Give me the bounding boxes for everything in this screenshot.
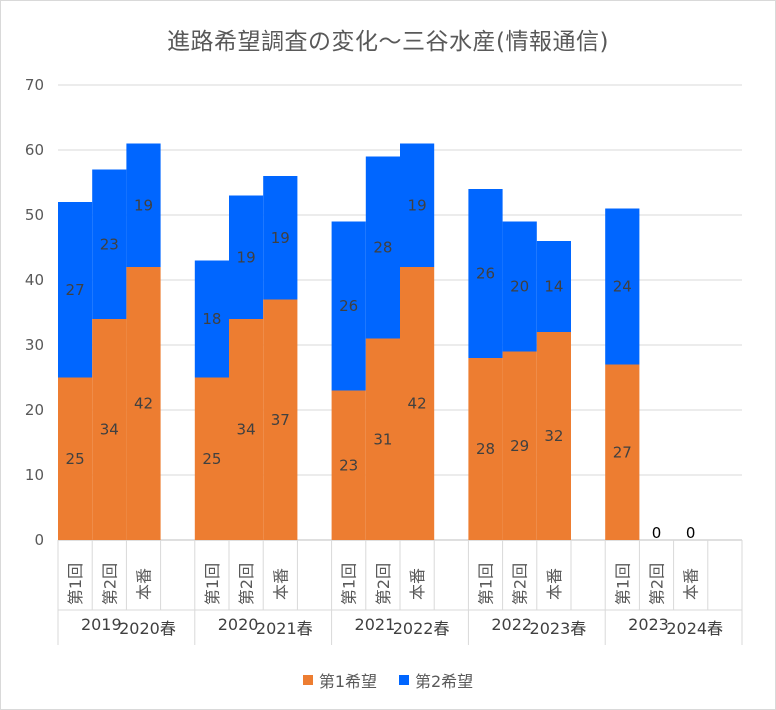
x-category-label: 第1回	[613, 563, 632, 605]
x-category-label: 本番	[271, 568, 290, 600]
x-category-label: 第1回	[66, 563, 85, 605]
legend-swatch-blue	[399, 675, 409, 685]
legend: 第1希望 第2希望	[0, 668, 776, 692]
data-label-second-choice: 26	[476, 265, 495, 283]
bar-first-choice	[400, 267, 435, 540]
x-category-label: 第1回	[340, 563, 359, 605]
legend-swatch-orange	[302, 675, 313, 685]
bar-second-choice	[263, 176, 298, 300]
x-category-label: 第2回	[374, 563, 393, 605]
bar-second-choice	[468, 189, 503, 358]
data-label-first-choice: 25	[66, 450, 85, 468]
group-label-spring: 2021春	[256, 619, 313, 638]
x-category-label: 本番	[408, 568, 427, 600]
bar-first-choice	[605, 364, 640, 540]
data-label-first-choice: 34	[100, 421, 119, 439]
group-label-spring: 2020春	[119, 619, 176, 638]
data-label-second-choice: 19	[237, 248, 256, 266]
bar-second-choice	[400, 143, 435, 267]
data-label-zero: 0	[686, 524, 696, 542]
y-tick-label: 60	[25, 141, 44, 159]
bar-second-choice	[331, 221, 366, 391]
data-label-first-choice: 34	[237, 421, 256, 439]
group-label-spring: 2023春	[530, 619, 587, 638]
data-label-second-choice: 14	[544, 278, 563, 296]
y-tick-label: 0	[34, 531, 44, 549]
chart-title: 進路希望調査の変化～三谷水産(情報通信)	[167, 29, 609, 55]
x-category-label: 第1回	[477, 563, 496, 605]
data-label-first-choice: 25	[202, 450, 221, 468]
data-label-first-choice: 23	[339, 456, 358, 474]
group-label-spring: 2024春	[666, 619, 723, 638]
data-label-first-choice: 29	[510, 437, 529, 455]
legend-label-series-2: 第2希望	[415, 672, 474, 691]
bar-second-choice	[365, 156, 400, 339]
data-label-second-choice: 24	[613, 278, 632, 296]
x-category-label: 第1回	[203, 563, 222, 605]
data-label-second-choice: 20	[510, 278, 529, 296]
data-label-second-choice: 27	[66, 281, 85, 299]
group-label-year: 2021	[355, 615, 396, 634]
legend-item-series-2: 第2希望	[399, 668, 473, 692]
data-label-first-choice: 28	[476, 440, 495, 458]
data-label-zero: 0	[652, 524, 662, 542]
x-category-label: 第2回	[511, 563, 530, 605]
bar-first-choice	[331, 390, 366, 540]
bar-second-choice	[605, 208, 640, 365]
bar-second-choice	[536, 241, 571, 332]
data-label-second-choice: 28	[373, 239, 392, 257]
bar-second-choice	[229, 195, 264, 319]
bar-second-choice	[194, 260, 229, 378]
bar-first-choice	[229, 319, 264, 540]
bar-first-choice	[58, 377, 93, 540]
bar-first-choice	[194, 377, 229, 540]
data-label-first-choice: 42	[408, 395, 427, 413]
bar-second-choice	[58, 202, 93, 378]
y-tick-label: 40	[25, 271, 44, 289]
y-tick-label: 50	[25, 206, 44, 224]
bar-first-choice	[536, 332, 571, 540]
x-category-label: 本番	[135, 568, 154, 600]
group-label-spring: 2022春	[393, 619, 450, 638]
data-label-second-choice: 23	[100, 235, 119, 253]
group-label-year: 2019	[81, 615, 122, 634]
y-tick-label: 10	[25, 466, 44, 484]
bar-first-choice	[502, 351, 537, 540]
group-label-year: 2022	[491, 615, 532, 634]
bar-first-choice	[365, 338, 400, 540]
bar-second-choice	[92, 169, 127, 319]
x-category-label: 第2回	[237, 563, 256, 605]
data-label-second-choice: 18	[202, 310, 221, 328]
x-category-label: 本番	[682, 568, 701, 600]
bar-first-choice	[92, 319, 127, 540]
bar-first-choice	[468, 358, 503, 540]
bar-second-choice	[126, 143, 161, 267]
y-tick-label: 70	[25, 76, 44, 94]
x-category-label: 本番	[545, 568, 564, 600]
legend-label-series-1: 第1希望	[318, 672, 377, 691]
bar-first-choice	[126, 267, 161, 540]
data-label-first-choice: 42	[134, 395, 153, 413]
x-category-label: 第2回	[100, 563, 119, 605]
data-label-first-choice: 37	[271, 411, 290, 429]
group-label-year: 2023	[628, 615, 669, 634]
x-category-label: 第2回	[648, 563, 667, 605]
group-label-year: 2020	[218, 615, 259, 634]
legend-item-series-1: 第1希望	[302, 668, 377, 692]
bar-first-choice	[263, 299, 298, 540]
data-label-second-choice: 26	[339, 297, 358, 315]
data-label-first-choice: 32	[544, 427, 563, 445]
data-label-second-choice: 19	[134, 196, 153, 214]
y-tick-label: 30	[25, 336, 44, 354]
bar-second-choice	[502, 221, 537, 352]
y-tick-label: 20	[25, 401, 44, 419]
data-label-first-choice: 27	[613, 443, 632, 461]
data-label-second-choice: 19	[408, 196, 427, 214]
data-label-second-choice: 19	[271, 229, 290, 247]
data-label-first-choice: 31	[373, 430, 392, 448]
